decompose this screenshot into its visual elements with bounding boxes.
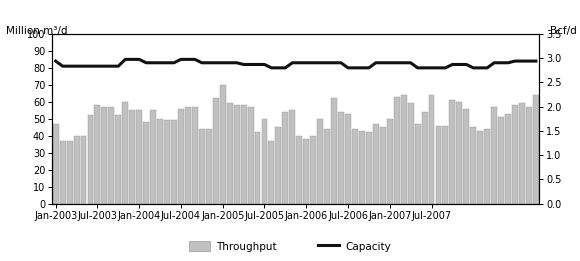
Bar [199,129,205,204]
Bar [150,110,156,204]
Bar [394,97,400,204]
Bar [178,109,184,204]
Text: Million m³/d: Million m³/d [6,26,67,36]
Bar [331,98,337,204]
Bar [373,124,379,204]
Bar [129,110,135,204]
Bar [366,132,372,204]
Bar [67,141,72,204]
Bar [74,136,79,204]
Bar [526,107,532,204]
Bar [512,105,518,204]
Bar [401,95,407,204]
Bar [415,124,420,204]
Bar [136,110,142,204]
Bar [213,98,219,204]
Bar [310,136,316,204]
Bar [248,107,253,204]
Bar [164,121,170,204]
Bar [533,95,539,204]
Bar [53,124,59,204]
Bar [484,129,490,204]
Bar [463,109,469,204]
Bar [380,127,386,204]
Bar [255,132,260,204]
Bar [519,104,525,204]
Bar [324,129,330,204]
Bar [450,100,455,204]
Bar [498,117,504,204]
Bar [269,141,274,204]
Bar [102,107,107,204]
Legend: Throughput, Capacity: Throughput, Capacity [184,237,396,256]
Bar [88,115,93,204]
Bar [505,114,511,204]
Bar [81,136,86,204]
Bar [108,107,114,204]
Bar [429,95,434,204]
Bar [436,126,441,204]
Bar [359,130,365,204]
Bar [422,112,427,204]
Bar [122,102,128,204]
Bar [477,130,483,204]
Bar [185,107,191,204]
Bar [470,127,476,204]
Bar [491,107,497,204]
Bar [352,129,358,204]
Bar [282,112,288,204]
Bar [192,107,198,204]
Bar [289,110,295,204]
Bar [262,119,267,204]
Bar [234,105,240,204]
Bar [227,104,233,204]
Bar [338,112,344,204]
Bar [206,129,212,204]
Bar [143,122,149,204]
Bar [171,121,177,204]
Bar [387,119,393,204]
Bar [115,115,121,204]
Bar [157,119,163,204]
Bar [220,85,226,204]
Bar [296,136,302,204]
Bar [241,105,246,204]
Bar [276,127,281,204]
Bar [345,114,351,204]
Bar [408,104,414,204]
Bar [60,141,66,204]
Bar [456,102,462,204]
Bar [443,126,448,204]
Bar [95,105,100,204]
Bar [317,119,323,204]
Text: Bcf/d: Bcf/d [550,26,577,36]
Bar [303,139,309,204]
